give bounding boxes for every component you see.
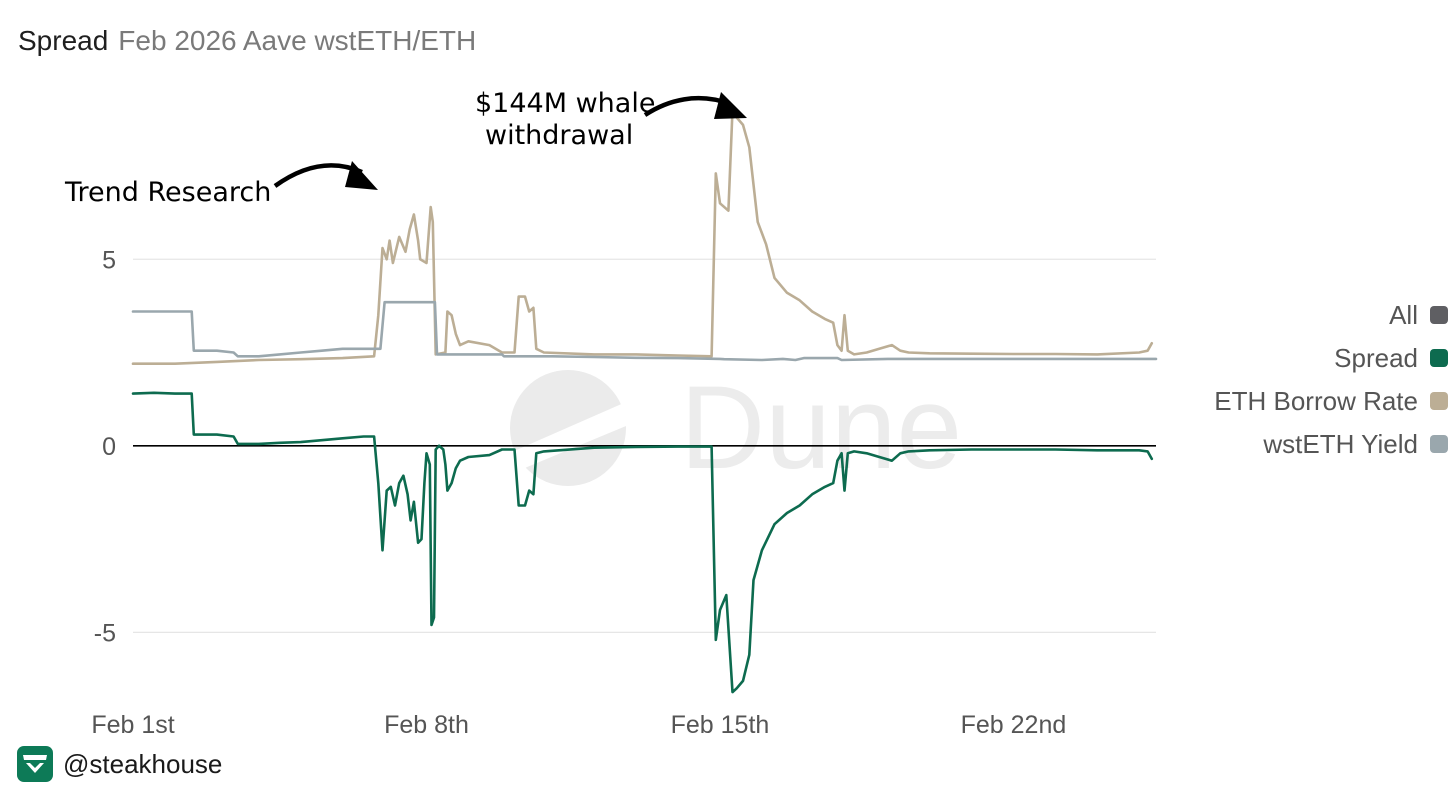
dune-watermark-text: Dune (680, 362, 962, 494)
legend-label-wsteth-yield: wstETH Yield (1263, 428, 1418, 459)
steakhouse-logo-glyph-icon (23, 755, 47, 773)
chart-subtitle: Feb 2026 Aave wstETH/ETH (118, 25, 477, 56)
x-tick-label: Feb 1st (91, 711, 174, 739)
y-axis-ticks: 5 0 -5 (94, 246, 116, 647)
series-line-eth-borrow-rate (131, 108, 1154, 365)
x-tick-label: Feb 15th (671, 711, 770, 739)
legend-item-spread[interactable]: Spread (1214, 343, 1448, 373)
chart-title: Spread (18, 25, 109, 56)
legend-label-eth-borrow-rate: ETH Borrow Rate (1214, 385, 1418, 416)
trend-research-arrowhead-icon (345, 161, 378, 190)
legend-swatch-all (1430, 306, 1448, 324)
footer: @steakhouse (17, 746, 222, 782)
x-tick-label: Feb 22nd (961, 711, 1067, 739)
y-tick-label: 5 (102, 246, 116, 274)
annotation-whale-withdrawal: $144M whale withdrawal (475, 88, 747, 151)
legend-item-wsteth-yield[interactable]: wstETH Yield (1214, 429, 1448, 459)
y-tick-label: -5 (94, 619, 116, 647)
legend-swatch-wsteth-yield (1430, 435, 1448, 453)
footer-handle[interactable]: @steakhouse (63, 748, 223, 779)
dune-watermark: Dune (510, 362, 962, 494)
y-tick-label: 0 (102, 433, 116, 461)
x-tick-label: Feb 8th (384, 711, 469, 739)
legend-item-eth-borrow-rate[interactable]: ETH Borrow Rate (1214, 386, 1448, 416)
legend-label-spread: Spread (1334, 342, 1418, 373)
steakhouse-logo-icon (17, 746, 53, 782)
series-line-wsteth-yield (131, 300, 1158, 362)
annotation-whale-line2: withdrawal (485, 120, 633, 151)
legend-label-all: All (1389, 299, 1418, 330)
series-line-spread (131, 391, 1154, 694)
chart-header: Spread Feb 2026 Aave wstETH/ETH (18, 24, 476, 58)
whale-arrowhead-icon (714, 92, 747, 119)
legend-swatch-spread (1430, 349, 1448, 367)
chart-series (131, 108, 1158, 694)
chart-legend: All Spread ETH Borrow Rate wstETH Yield (1214, 300, 1448, 472)
legend-swatch-eth-borrow-rate (1430, 392, 1448, 410)
x-axis-ticks: Feb 1st Feb 8th Feb 15th Feb 22nd (91, 711, 1066, 739)
legend-item-all[interactable]: All (1214, 300, 1448, 330)
annotation-whale-line1: $144M whale (475, 88, 655, 119)
annotation-trend-research: Trend Research (64, 161, 378, 208)
annotation-trend-research-text: Trend Research (64, 177, 271, 208)
